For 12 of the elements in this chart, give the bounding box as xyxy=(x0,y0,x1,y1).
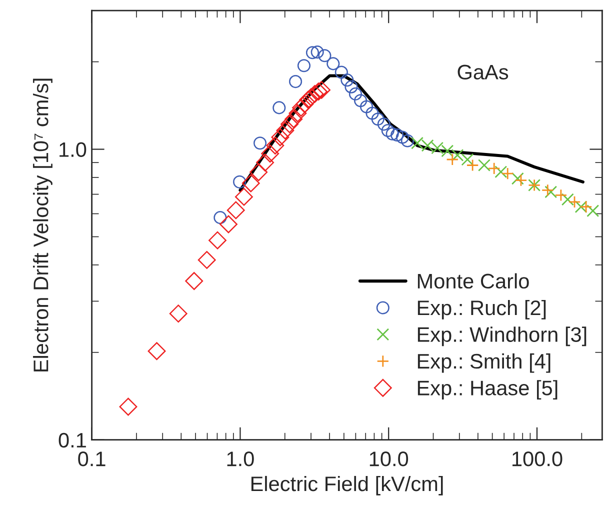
x-tick-label: 0.1 xyxy=(78,452,106,466)
x-tick-label: 10.0 xyxy=(370,452,408,466)
legend-label: Monte Carlo xyxy=(418,273,529,289)
annotation: GaAs xyxy=(458,64,508,80)
legend-label: Exp.: Smith [4] xyxy=(418,353,550,373)
legend-label: Exp.: Ruch [2] xyxy=(418,300,546,320)
legend-label: Exp.: Windhorn [3] xyxy=(418,326,586,346)
x-axis-title: Electric Field [kV/cm] xyxy=(251,476,443,496)
y-axis-title: Electron Drift Velocity [10⁷ cm/s] xyxy=(33,78,52,372)
x-tick-label: 100.0 xyxy=(512,452,562,466)
x-tick-label: 1.0 xyxy=(227,452,254,466)
legend-label: Exp.: Haase [5] xyxy=(418,380,558,400)
